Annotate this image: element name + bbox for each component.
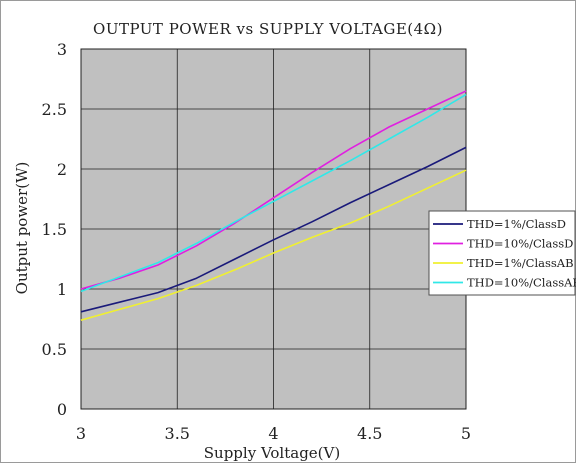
plot-area <box>80 48 467 410</box>
series-lines <box>80 90 467 321</box>
legend-label: THD=1%/ClassD <box>467 217 566 231</box>
x-tick-label: 4.5 <box>357 424 382 443</box>
legend-label: THD=10%/ClassD <box>467 237 573 251</box>
chart-title: OUTPUT POWER vs SUPPLY VOLTAGE(4Ω) <box>93 20 443 38</box>
y-tick-label: 1.5 <box>42 220 67 239</box>
y-axis-label: Output power(W) <box>13 162 31 295</box>
y-tick-label: 0.5 <box>42 340 67 359</box>
y-tick-label: 0 <box>57 400 67 419</box>
series-line <box>80 169 467 321</box>
series-line <box>80 146 467 313</box>
x-tick-label: 3 <box>76 424 86 443</box>
x-tick-label: 3.5 <box>165 424 190 443</box>
tick-labels: 3 3.5 4 4.5 5 0 0.5 1 1.5 2 2.5 3 <box>42 40 472 443</box>
y-tick-label: 3 <box>57 40 67 59</box>
y-tick-label: 2.5 <box>42 100 67 119</box>
y-tick-label: 2 <box>57 160 67 179</box>
legend-box <box>428 210 576 296</box>
x-axis-label: Supply Voltage(V) <box>204 444 340 462</box>
y-tick-label: 1 <box>57 280 67 299</box>
legend: THD=1%/ClassD THD=10%/ClassD THD=1%/ClassA… <box>428 210 576 296</box>
x-tick-label: 4 <box>268 424 278 443</box>
legend-label: THD=1%/ClassAB <box>467 256 574 270</box>
series-line <box>80 90 467 290</box>
legend-label: THD=10%/ClassAB <box>467 276 576 290</box>
series-line <box>80 93 467 293</box>
x-tick-label: 5 <box>461 424 471 443</box>
